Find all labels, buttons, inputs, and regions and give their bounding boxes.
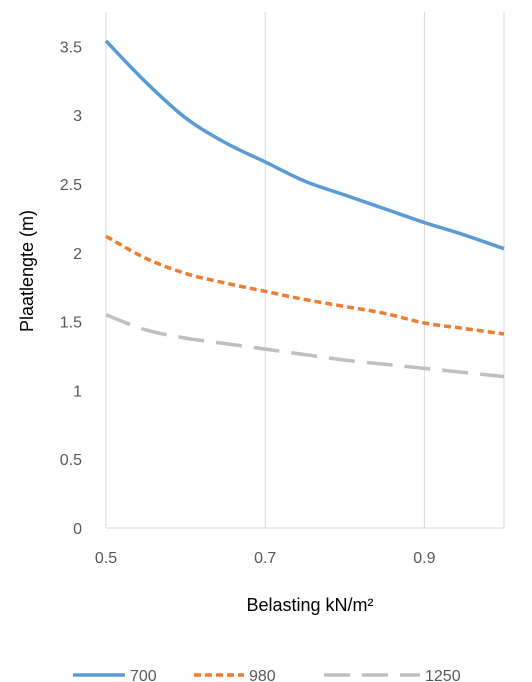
series-line-980 (105, 234, 505, 336)
x-axis-ticks: 0.5 0.7 0.9 (95, 550, 436, 567)
y-tick-label: 1 (73, 383, 82, 400)
gridlines (105, 12, 505, 528)
series-layer (104, 39, 505, 379)
x-tick-label: 0.7 (254, 550, 276, 567)
series-line-700 (104, 39, 505, 251)
y-axis-ticks: 0 0.5 1 1.5 2 2.5 3 3.5 (60, 39, 82, 538)
series-line-1250 (105, 313, 505, 379)
y-axis-title: Plaatlengte (m) (17, 210, 37, 332)
legend: 700 980 1250 (73, 668, 461, 682)
y-tick-label: 0 (73, 521, 82, 538)
y-tick-label: 0.5 (60, 452, 82, 469)
legend-label-980: 980 (249, 668, 276, 682)
legend-label-700: 700 (130, 668, 157, 682)
y-tick-label: 3 (73, 108, 82, 125)
x-tick-label: 0.9 (413, 550, 435, 567)
y-tick-label: 2.5 (60, 177, 82, 194)
legend-label-1250: 1250 (425, 668, 461, 682)
y-tick-label: 2 (73, 246, 82, 263)
x-tick-label: 0.5 (95, 550, 117, 567)
y-tick-label: 3.5 (60, 39, 82, 56)
y-tick-label: 1.5 (60, 315, 82, 332)
x-axis-title: Belasting kN/m² (246, 595, 373, 615)
